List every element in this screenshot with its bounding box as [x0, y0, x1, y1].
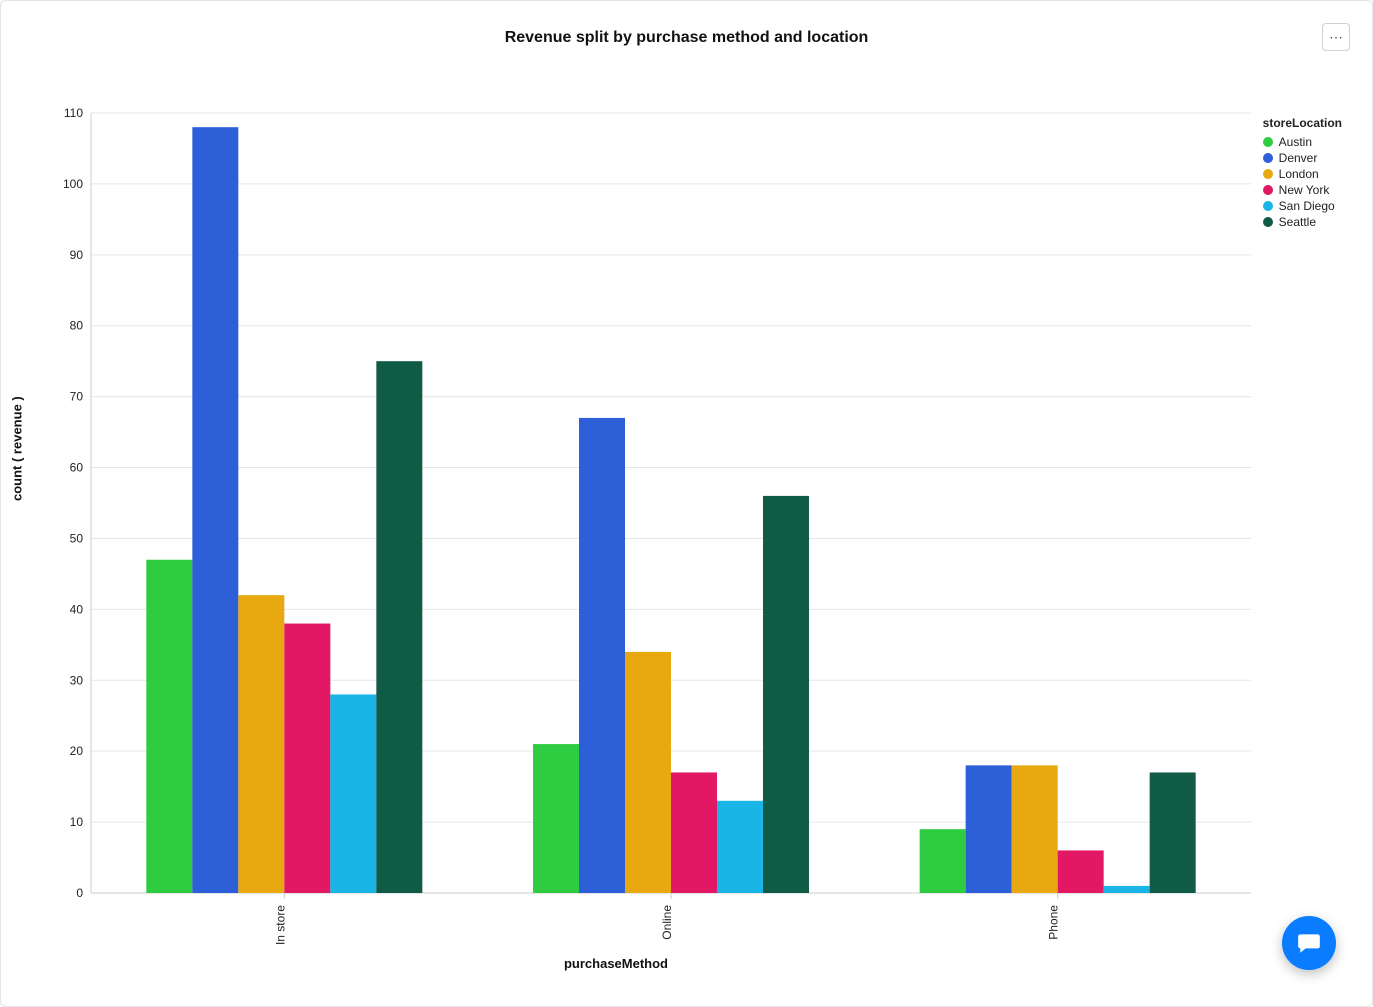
legend: storeLocation Austin Denver London New York…: [1263, 116, 1342, 230]
x-axis-label: purchaseMethod: [36, 956, 1196, 971]
legend-label: London: [1279, 167, 1319, 181]
bar: [146, 560, 192, 893]
legend-label: Austin: [1279, 135, 1312, 149]
legend-item: San Diego: [1263, 198, 1342, 214]
chart-card: Revenue split by purchase method and loc…: [0, 0, 1373, 1007]
bar: [284, 624, 330, 893]
y-tick-label: 90: [70, 248, 84, 262]
x-tick-label: Online: [660, 905, 674, 940]
x-tick-label: Phone: [1047, 905, 1061, 940]
ellipsis-icon: ⋯: [1329, 30, 1343, 44]
chart-menu-button[interactable]: ⋯: [1322, 23, 1350, 51]
grouped-bar-chart: 0 10 20 30 40 50 60 70 80 90 100 110 In store Online P…: [36, 101, 1296, 981]
y-tick-label: 70: [70, 390, 84, 404]
y-tick-label: 110: [64, 106, 83, 120]
legend-swatch: [1263, 217, 1273, 227]
bar: [376, 361, 422, 893]
y-tick-label: 50: [70, 531, 84, 545]
legend-item: New York: [1263, 182, 1342, 198]
y-tick-label: 0: [76, 886, 83, 900]
legend-item: Denver: [1263, 150, 1342, 166]
bar: [1058, 850, 1104, 893]
bar: [1012, 765, 1058, 893]
bar: [1150, 772, 1196, 893]
y-axis-label: count ( revenue ): [10, 396, 25, 501]
bar: [671, 772, 717, 893]
legend-item: Seattle: [1263, 214, 1342, 230]
legend-label: Seattle: [1279, 215, 1316, 229]
legend-swatch: [1263, 201, 1273, 211]
legend-swatch: [1263, 169, 1273, 179]
chat-icon: [1296, 930, 1322, 956]
legend-label: Denver: [1279, 151, 1318, 165]
y-tick-label: 80: [70, 319, 84, 333]
bar: [238, 595, 284, 893]
y-tick-label: 60: [70, 461, 84, 475]
y-tick-label: 20: [70, 744, 84, 758]
legend-swatch: [1263, 137, 1273, 147]
y-tick-label: 30: [70, 673, 84, 687]
bar: [579, 418, 625, 893]
legend-item: Austin: [1263, 134, 1342, 150]
chat-button[interactable]: [1282, 916, 1336, 970]
bar: [717, 801, 763, 893]
legend-label: New York: [1279, 183, 1330, 197]
bar: [966, 765, 1012, 893]
bar: [920, 829, 966, 893]
legend-item: London: [1263, 166, 1342, 182]
bar: [763, 496, 809, 893]
bar: [1104, 886, 1150, 893]
chart-title: Revenue split by purchase method and loc…: [1, 29, 1372, 47]
y-tick-label: 100: [63, 177, 83, 191]
legend-swatch: [1263, 153, 1273, 163]
y-tick-label: 10: [70, 815, 84, 829]
bar: [625, 652, 671, 893]
y-tick-label: 40: [70, 602, 84, 616]
bar: [533, 744, 579, 893]
legend-title: storeLocation: [1263, 116, 1342, 130]
legend-label: San Diego: [1279, 199, 1335, 213]
bar: [192, 127, 238, 893]
bar: [330, 694, 376, 893]
legend-swatch: [1263, 185, 1273, 195]
x-tick-label: In store: [273, 905, 287, 945]
